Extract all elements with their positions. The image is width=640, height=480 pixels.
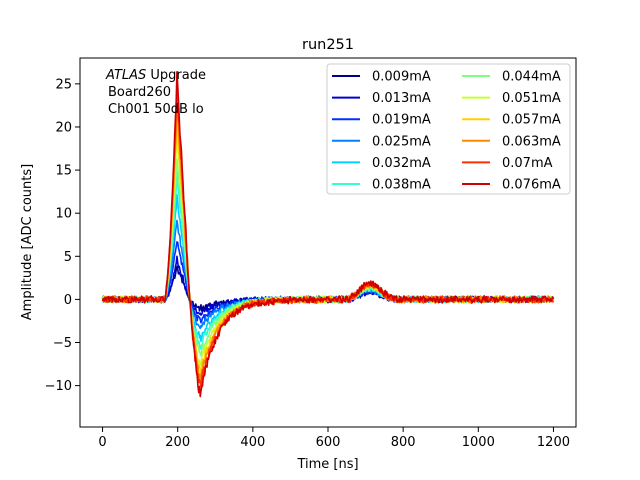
y-tick-label: 10	[55, 207, 72, 222]
legend-label: 0.032mA	[372, 156, 431, 171]
x-tick-label: 800	[391, 435, 416, 450]
legend-label: 0.019mA	[372, 113, 431, 128]
annotation-line-1: ATLAS Upgrade	[105, 68, 206, 83]
y-tick-label: 0	[64, 293, 72, 308]
legend-label: 0.057mA	[502, 113, 561, 128]
y-axis-label: Amplitude [ADC counts]	[20, 164, 35, 320]
legend-frame	[326, 63, 571, 195]
legend-label: 0.07mA	[502, 156, 553, 171]
legend-label: 0.076mA	[502, 178, 561, 193]
legend-label: 0.051mA	[502, 91, 561, 106]
x-axis-label: Time [ns]	[296, 457, 358, 472]
legend: 0.009mA 0.013mA 0.019mA 0.025mA 0.032mA 0.038…	[326, 63, 571, 195]
annotation-line-2: Board260	[108, 85, 171, 100]
y-tick-label: −5	[53, 336, 72, 351]
annotation-line-3: Ch001 50dB lo	[108, 102, 204, 117]
y-tick-label: 20	[55, 120, 72, 135]
annotation-atlas: ATLAS	[105, 68, 146, 83]
annotation: ATLAS Upgrade Board260 Ch001 50dB lo	[105, 68, 206, 117]
y-tick-label: 25	[55, 77, 72, 92]
x-tick-label: 0	[98, 435, 106, 450]
y-tick-label: 15	[55, 164, 72, 179]
chart-title: run251	[302, 37, 354, 53]
legend-label: 0.009mA	[372, 70, 431, 85]
x-tick-label: 400	[240, 435, 265, 450]
annotation-upgrade: Upgrade	[146, 68, 206, 83]
legend-label: 0.038mA	[372, 178, 431, 193]
legend-label: 0.025mA	[372, 134, 431, 149]
x-tick-label: 200	[165, 435, 190, 450]
x-tick-label: 1200	[537, 435, 570, 450]
legend-label: 0.044mA	[502, 70, 561, 85]
x-tick-label: 600	[316, 435, 341, 450]
x-tick-label: 1000	[462, 435, 495, 450]
y-axis: −10 −5 0 5 10 15 20 25	[45, 77, 80, 394]
series-group	[101, 70, 555, 398]
series-line	[101, 70, 555, 398]
y-tick-label: 5	[64, 250, 72, 265]
x-axis: 0 200 400 600 800 1000 1200	[98, 427, 570, 450]
legend-label: 0.063mA	[502, 134, 561, 149]
legend-label: 0.013mA	[372, 91, 431, 106]
y-tick-label: −10	[45, 379, 72, 394]
